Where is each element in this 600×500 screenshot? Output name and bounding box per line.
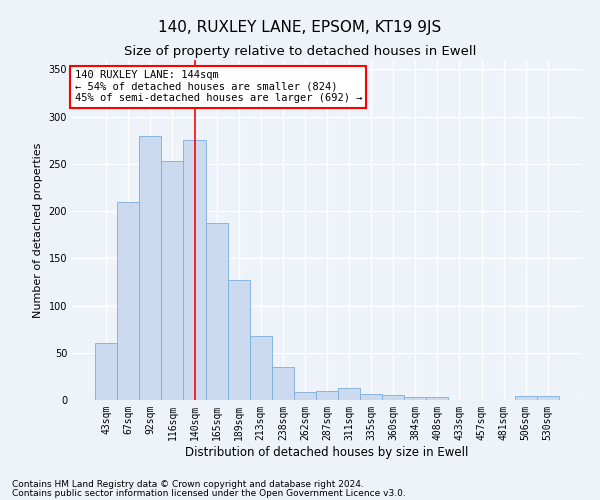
Bar bbox=[206, 224, 227, 400]
Text: Contains HM Land Registry data © Crown copyright and database right 2024.: Contains HM Land Registry data © Crown c… bbox=[12, 480, 364, 489]
Text: 140 RUXLEY LANE: 144sqm
← 54% of detached houses are smaller (824)
45% of semi-d: 140 RUXLEY LANE: 144sqm ← 54% of detache… bbox=[74, 70, 362, 103]
Bar bbox=[95, 344, 117, 400]
Bar bbox=[537, 396, 559, 400]
Text: 140, RUXLEY LANE, EPSOM, KT19 9JS: 140, RUXLEY LANE, EPSOM, KT19 9JS bbox=[158, 20, 442, 35]
Bar bbox=[161, 161, 184, 400]
Bar bbox=[515, 396, 537, 400]
Text: Contains public sector information licensed under the Open Government Licence v3: Contains public sector information licen… bbox=[12, 489, 406, 498]
Bar bbox=[272, 367, 294, 400]
Bar bbox=[227, 280, 250, 400]
Bar bbox=[139, 136, 161, 400]
Bar bbox=[294, 392, 316, 400]
Bar bbox=[316, 390, 338, 400]
Bar bbox=[404, 397, 427, 400]
Bar bbox=[382, 396, 404, 400]
Bar bbox=[360, 394, 382, 400]
Text: Size of property relative to detached houses in Ewell: Size of property relative to detached ho… bbox=[124, 45, 476, 58]
Bar bbox=[250, 336, 272, 400]
Bar bbox=[427, 397, 448, 400]
Bar bbox=[338, 388, 360, 400]
X-axis label: Distribution of detached houses by size in Ewell: Distribution of detached houses by size … bbox=[185, 446, 469, 458]
Bar bbox=[184, 140, 206, 400]
Bar bbox=[117, 202, 139, 400]
Y-axis label: Number of detached properties: Number of detached properties bbox=[33, 142, 43, 318]
